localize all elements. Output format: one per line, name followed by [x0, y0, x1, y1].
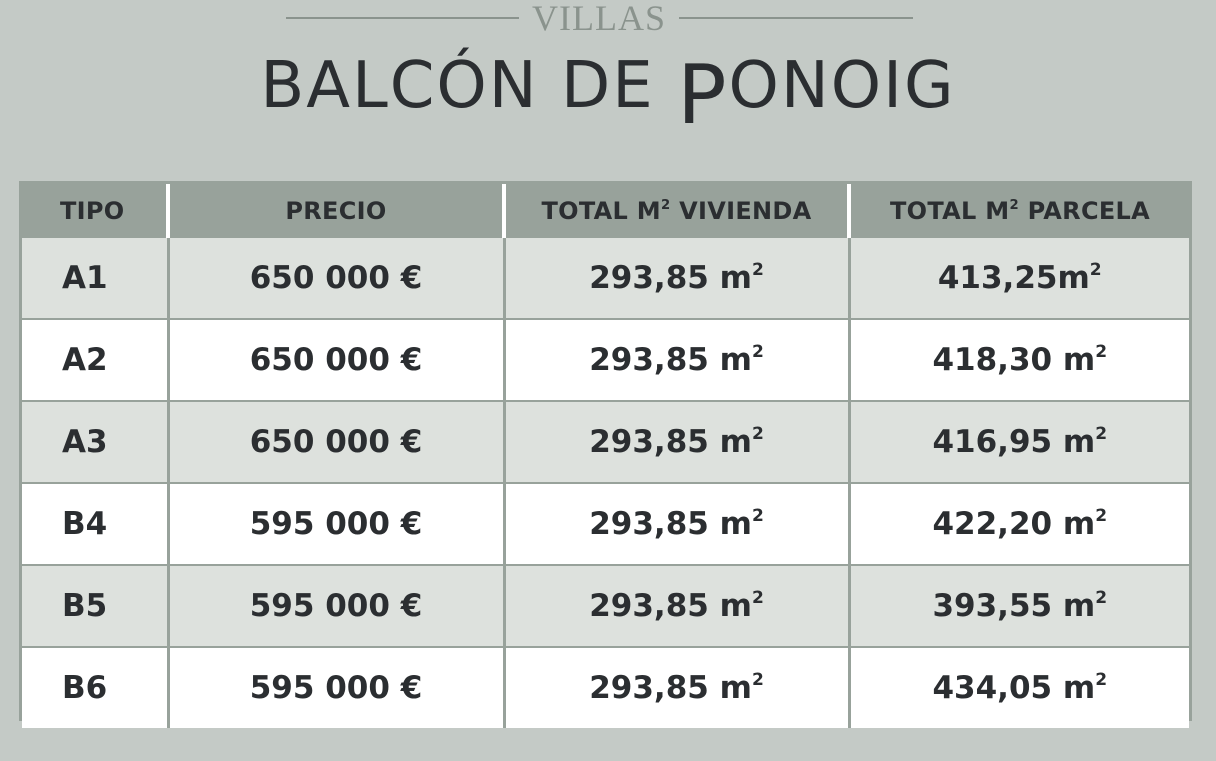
header-parcela-prefix: TOTAL M: [889, 197, 1010, 225]
table-row: B6 595 000 € 293,85 m2 434,05 m2: [22, 646, 1189, 728]
cell-parcela-value: 422,20 m: [932, 506, 1096, 542]
cell-vivienda: 293,85 m2: [504, 646, 851, 728]
title-prefix: BALCÓN DE: [260, 49, 678, 123]
cell-vivienda-value: 293,85 m: [589, 260, 752, 296]
cell-parcela-value: 393,55 m: [932, 588, 1096, 624]
cell-precio: 595 000 €: [168, 564, 506, 647]
unit-sup: 2: [751, 588, 764, 609]
unit-sup: 2: [1095, 506, 1108, 527]
unit-sup: 2: [751, 670, 764, 691]
header-parcela-sup: 2: [1009, 198, 1019, 214]
title-suffix: ONOIG: [728, 49, 956, 123]
table-row: B5 595 000 € 293,85 m2 393,55 m2: [22, 564, 1189, 647]
unit-sup: 2: [1095, 670, 1108, 691]
cell-vivienda: 293,85 m2: [504, 400, 851, 483]
cell-vivienda: 293,85 m2: [504, 564, 851, 647]
cell-vivienda-value: 293,85 m: [589, 342, 752, 378]
cell-tipo: B6: [22, 646, 170, 728]
cell-parcela: 413,25m2: [849, 238, 1189, 319]
cell-parcela: 416,95 m2: [849, 400, 1189, 483]
cell-tipo: A2: [22, 318, 170, 401]
unit-sup: 2: [1089, 260, 1102, 281]
subtitle-rule-left: [286, 17, 519, 19]
header: VILLAS BALCÓN DE PONOIG: [0, 0, 1216, 150]
unit-sup: 2: [751, 506, 764, 527]
table-row: A2 650 000 € 293,85 m2 418,30 m2: [22, 318, 1189, 401]
cell-parcela-value: 416,95 m: [932, 424, 1096, 460]
table-row: B4 595 000 € 293,85 m2 422,20 m2: [22, 482, 1189, 565]
cell-precio: 650 000 €: [168, 400, 506, 483]
cell-vivienda-value: 293,85 m: [589, 424, 752, 460]
cell-tipo: B5: [22, 564, 170, 647]
cell-precio: 650 000 €: [168, 238, 506, 319]
header-vivienda-suffix: VIVIENDA: [670, 197, 812, 225]
cell-vivienda: 293,85 m2: [504, 318, 851, 401]
cell-parcela-value: 413,25m: [937, 260, 1090, 296]
subtitle-rule-right: [679, 17, 913, 19]
cell-parcela-value: 434,05 m: [932, 670, 1096, 706]
cell-parcela: 434,05 m2: [849, 646, 1189, 728]
unit-sup: 2: [751, 260, 764, 281]
unit-sup: 2: [1095, 342, 1108, 363]
page-title: BALCÓN DE PONOIG: [0, 38, 1216, 138]
header-parcela-suffix: PARCELA: [1018, 197, 1151, 225]
header-total-vivienda: TOTAL M2 VIVIENDA: [504, 184, 851, 238]
header-precio: PRECIO: [168, 184, 506, 238]
cell-parcela: 393,55 m2: [849, 564, 1189, 647]
table-header-row: TIPO PRECIO TOTAL M2 VIVIENDA TOTAL M2 P…: [22, 184, 1189, 238]
header-total-parcela: TOTAL M2 PARCELA: [849, 184, 1189, 238]
cell-vivienda-value: 293,85 m: [589, 670, 752, 706]
cell-parcela: 422,20 m2: [849, 482, 1189, 565]
cell-precio: 595 000 €: [168, 482, 506, 565]
prices-table: TIPO PRECIO TOTAL M2 VIVIENDA TOTAL M2 P…: [22, 184, 1189, 728]
cell-tipo: B4: [22, 482, 170, 565]
villas-table: TIPO PRECIO TOTAL M2 VIVIENDA TOTAL M2 P…: [19, 181, 1192, 728]
cell-tipo: A3: [22, 400, 170, 483]
table-row: A3 650 000 € 293,85 m2 416,95 m2: [22, 400, 1189, 483]
unit-sup: 2: [751, 424, 764, 445]
table-row: A1 650 000 € 293,85 m2 413,25m2: [22, 238, 1189, 319]
header-tipo: TIPO: [22, 184, 170, 238]
unit-sup: 2: [751, 342, 764, 363]
title-dropped-p: P: [677, 48, 729, 143]
cell-vivienda-value: 293,85 m: [589, 506, 752, 542]
unit-sup: 2: [1095, 588, 1108, 609]
unit-sup: 2: [1095, 424, 1108, 445]
cell-precio: 650 000 €: [168, 318, 506, 401]
cell-precio: 595 000 €: [168, 646, 506, 728]
subtitle: VILLAS: [532, 0, 666, 38]
cell-vivienda-value: 293,85 m: [589, 588, 752, 624]
header-vivienda-prefix: TOTAL M: [541, 197, 661, 225]
cell-tipo: A1: [22, 238, 170, 319]
header-vivienda-sup: 2: [660, 198, 671, 214]
cell-parcela: 418,30 m2: [849, 318, 1189, 401]
cell-vivienda: 293,85 m2: [504, 238, 851, 319]
cell-parcela-value: 418,30 m: [932, 342, 1096, 378]
cell-vivienda: 293,85 m2: [504, 482, 851, 565]
